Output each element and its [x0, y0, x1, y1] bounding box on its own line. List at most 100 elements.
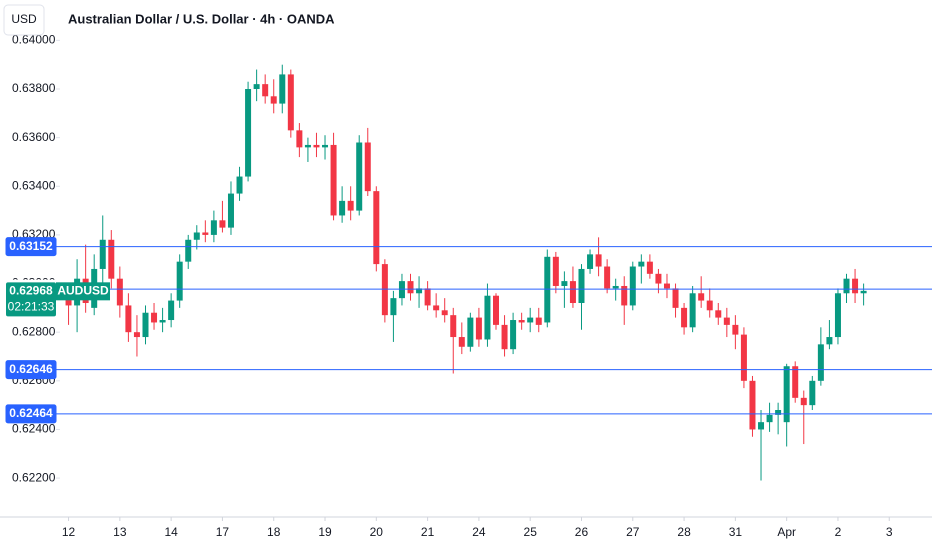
y-tick-label: 0.63600 [12, 130, 56, 144]
candle-body [441, 310, 448, 316]
x-tick-label: 12 [62, 525, 76, 539]
x-tick-label: 20 [370, 525, 384, 539]
candle-body [792, 366, 799, 398]
candle-body [758, 422, 765, 430]
x-tick-label: 21 [421, 525, 435, 539]
candle-body [672, 288, 679, 308]
symbol-box [56, 282, 110, 301]
candle-body [390, 298, 397, 316]
labels: 0.631520.629770.626460.624640.6296802:21… [5, 237, 110, 424]
candle-body [740, 334, 747, 381]
candle-body [723, 317, 730, 325]
currency-box [3, 4, 45, 36]
candle-body [108, 239, 115, 279]
level-label-box [5, 360, 57, 380]
level-label: 0.63152 [9, 239, 53, 253]
candle-body [416, 288, 423, 294]
candle-body [262, 84, 269, 97]
candle-body [253, 84, 260, 90]
candle-body [99, 239, 106, 269]
symbol: AUDUSD [57, 284, 109, 298]
x-tick-label: Apr [777, 525, 796, 539]
candle-body [65, 295, 72, 306]
candle-body [552, 256, 559, 286]
candle-body [245, 89, 252, 177]
candle-body [766, 414, 773, 423]
candle-body [800, 397, 807, 406]
candle-body [749, 380, 756, 430]
candle-body [587, 254, 594, 269]
x-tick-label: 2 [835, 525, 842, 539]
countdown: 02:21:33 [8, 300, 55, 314]
candle-body [775, 410, 782, 415]
candle-body [227, 193, 234, 228]
y-axis: 0.622000.624000.626000.628000.630000.632… [12, 33, 893, 540]
candle-body [493, 295, 499, 325]
candle-body [304, 144, 311, 148]
candle-body [467, 317, 474, 347]
candle-body [330, 144, 337, 216]
candle-body [510, 320, 517, 350]
x-tick-label: 14 [164, 525, 178, 539]
candle-body [407, 281, 414, 294]
candle-body [501, 324, 508, 350]
candle-body [612, 285, 619, 289]
level-label-box [5, 237, 57, 257]
candle-body [826, 337, 833, 345]
candle-body [450, 315, 457, 338]
candle-body [638, 261, 645, 267]
candle-body [373, 191, 380, 265]
candle-body [834, 293, 841, 338]
y-tick-label: 0.62800 [12, 324, 56, 338]
candle-body [629, 266, 636, 306]
candle-body [151, 312, 158, 323]
candle-body [783, 366, 790, 423]
candle-body [860, 290, 867, 294]
candle-body [518, 320, 525, 323]
candle-body [527, 317, 534, 323]
y-tick-label: 0.62200 [12, 470, 56, 484]
chart-title: Australian Dollar / U.S. Dollar · 4h · O… [68, 11, 335, 26]
candle-body [185, 239, 192, 262]
candle-body [296, 130, 303, 148]
candle-body [621, 285, 628, 306]
candle-body [475, 317, 482, 340]
x-tick-label: 19 [318, 525, 332, 539]
candle-body [535, 317, 542, 325]
y-tick-label: 0.64000 [12, 33, 56, 47]
currency: USD [11, 12, 37, 26]
candle-body [646, 261, 653, 274]
candle-body [484, 295, 491, 340]
candle-body [219, 220, 226, 228]
y-tick-label: 0.63400 [12, 178, 56, 192]
candle-body [706, 300, 713, 311]
candle-body [732, 324, 739, 335]
candle-body [279, 74, 286, 104]
candle-body [681, 307, 688, 328]
candle-body [817, 344, 824, 381]
last-price-box [6, 282, 56, 317]
candle-body [561, 281, 568, 286]
candle-body [270, 96, 277, 104]
candle-body [356, 142, 363, 211]
candle-body [168, 300, 175, 321]
candle-body [287, 74, 294, 131]
candle-body [159, 320, 166, 323]
candle-body [193, 232, 200, 240]
candle-body [125, 305, 132, 333]
candle-body [689, 293, 696, 328]
level-label: 0.62646 [9, 362, 53, 376]
candle-body [236, 176, 243, 194]
candle-body [176, 261, 183, 301]
candle-body [142, 312, 149, 338]
last-price: 0.62968 [9, 284, 53, 298]
x-tick-label: 3 [886, 525, 893, 539]
x-tick-label: 31 [729, 525, 743, 539]
candle-body [133, 332, 140, 338]
x-tick-label: 13 [113, 525, 127, 539]
candle-body [843, 278, 850, 294]
candle-body [655, 273, 662, 284]
x-tick-label: 27 [626, 525, 640, 539]
